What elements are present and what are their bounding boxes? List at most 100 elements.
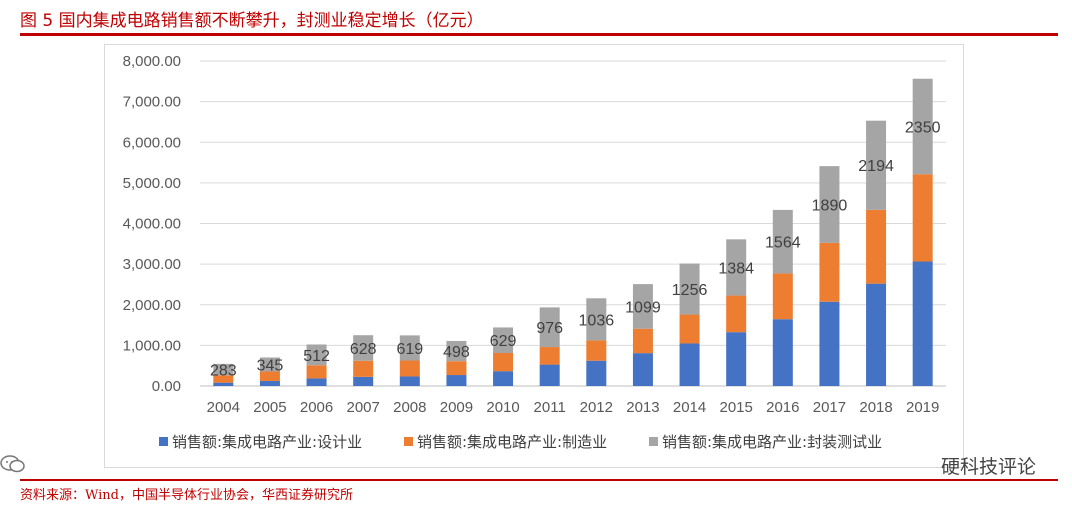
- data-label: 1256: [672, 282, 708, 299]
- bar-segment: [726, 295, 747, 333]
- y-tick-label: 1,000.00: [123, 337, 181, 354]
- data-label: 628: [350, 341, 377, 358]
- bar-segment: [259, 371, 280, 381]
- watermark: 硬科技评论: [940, 456, 1036, 478]
- bar-segment: [539, 307, 560, 348]
- bar-segment: [772, 209, 793, 274]
- x-tick-label: 2019: [906, 399, 939, 416]
- data-label: 1384: [718, 260, 754, 277]
- y-tick-label: 6,000.00: [123, 134, 181, 151]
- bar-segment: [866, 209, 887, 284]
- title-rule: [20, 33, 1058, 36]
- data-label: 1099: [625, 299, 661, 316]
- bar-segment: [772, 319, 793, 386]
- data-label: 512: [303, 348, 330, 365]
- y-tick-label: 3,000.00: [123, 256, 181, 273]
- x-tick-label: 2018: [859, 399, 892, 416]
- bar-segment: [632, 284, 653, 329]
- x-tick-label: 2017: [813, 399, 846, 416]
- bar-segment: [399, 335, 420, 361]
- y-tick-label: 4,000.00: [123, 216, 181, 233]
- data-label: 283: [210, 363, 237, 380]
- legend-label: 销售额:集成电路产业:封装测试业: [662, 433, 882, 451]
- bar-segment: [539, 364, 560, 386]
- x-tick-label: 2015: [720, 399, 753, 416]
- x-tick-label: 2014: [673, 399, 706, 416]
- bar-segment: [866, 283, 887, 386]
- bar-segment: [213, 375, 234, 383]
- bar-segment: [679, 343, 700, 386]
- y-tick-label: 5,000.00: [123, 175, 181, 192]
- bar-segment: [446, 361, 467, 376]
- bar-segment: [586, 360, 607, 386]
- bar-segment: [912, 78, 933, 175]
- x-tick-label: 2011: [534, 399, 566, 416]
- bar-segment: [632, 353, 653, 386]
- x-tick-label: 2009: [440, 399, 473, 416]
- data-label: 1890: [812, 198, 848, 215]
- x-tick-label: 2016: [766, 399, 799, 416]
- legend-swatch: [649, 437, 658, 446]
- x-tick-label: 2005: [253, 399, 286, 416]
- bar-segment: [772, 273, 793, 320]
- source-rule: [20, 479, 1058, 481]
- bar-segment: [586, 298, 607, 341]
- bar-segment: [259, 357, 280, 372]
- x-tick-label: 2012: [580, 399, 613, 416]
- data-label: 1036: [579, 312, 615, 329]
- data-label: 345: [257, 357, 284, 374]
- data-label: 2194: [858, 158, 894, 175]
- bar-segment: [306, 365, 327, 379]
- bar-segment: [679, 314, 700, 344]
- bar-segment: [399, 376, 420, 386]
- bar-segment: [493, 371, 514, 386]
- x-tick-label: 2007: [347, 399, 380, 416]
- bar-segment: [726, 239, 747, 296]
- bar-segment: [679, 263, 700, 315]
- x-tick-label: 2013: [626, 399, 659, 416]
- data-label: 1564: [765, 235, 801, 252]
- legend-label: 销售额:集成电路产业:设计业: [172, 433, 362, 451]
- bar-segment: [213, 382, 234, 386]
- y-tick-label: 7,000.00: [123, 94, 181, 111]
- bar-segment: [819, 301, 840, 386]
- data-label: 619: [396, 341, 423, 358]
- x-tick-label: 2004: [207, 399, 240, 416]
- data-label: 2350: [905, 119, 941, 136]
- data-label: 498: [443, 344, 470, 361]
- source-note: 资料来源：Wind，中国半导体行业协会，华西证券研究所: [20, 488, 353, 503]
- bar-segment: [306, 344, 327, 366]
- bar-segment: [493, 327, 514, 354]
- bar-segment: [306, 378, 327, 386]
- bar-segment: [353, 376, 374, 386]
- y-tick-label: 8,000.00: [123, 53, 181, 70]
- wechat-icon: [0, 455, 25, 473]
- bar-segment: [353, 360, 374, 377]
- bar-segment: [726, 332, 747, 386]
- bar-segment: [353, 335, 374, 361]
- bar-segment: [586, 340, 607, 361]
- bar-segment: [819, 166, 840, 243]
- data-label: 629: [490, 333, 517, 350]
- chart-frame: [104, 44, 964, 468]
- bar-segment: [259, 380, 280, 386]
- data-label: 976: [536, 320, 563, 337]
- figure-title: 图 5 国内集成电路销售额不断攀升，封测业稳定增长（亿元）: [20, 11, 484, 31]
- bar-segment: [399, 360, 420, 377]
- x-tick-label: 2010: [486, 399, 519, 416]
- bar-segment: [446, 340, 467, 362]
- legend-swatch: [404, 437, 413, 446]
- bar-segment: [819, 242, 840, 302]
- legend-swatch: [159, 437, 168, 446]
- x-tick-label: 2008: [393, 399, 426, 416]
- y-tick-label: 0.00: [152, 378, 181, 395]
- y-tick-label: 2,000.00: [123, 297, 181, 314]
- bar-segment: [632, 328, 653, 354]
- bar-segment: [446, 375, 467, 386]
- bar-segment: [539, 347, 560, 365]
- bar-segment: [866, 120, 887, 210]
- bar-segment: [213, 363, 234, 376]
- bar-segment: [912, 174, 933, 262]
- legend-label: 销售额:集成电路产业:制造业: [417, 433, 607, 451]
